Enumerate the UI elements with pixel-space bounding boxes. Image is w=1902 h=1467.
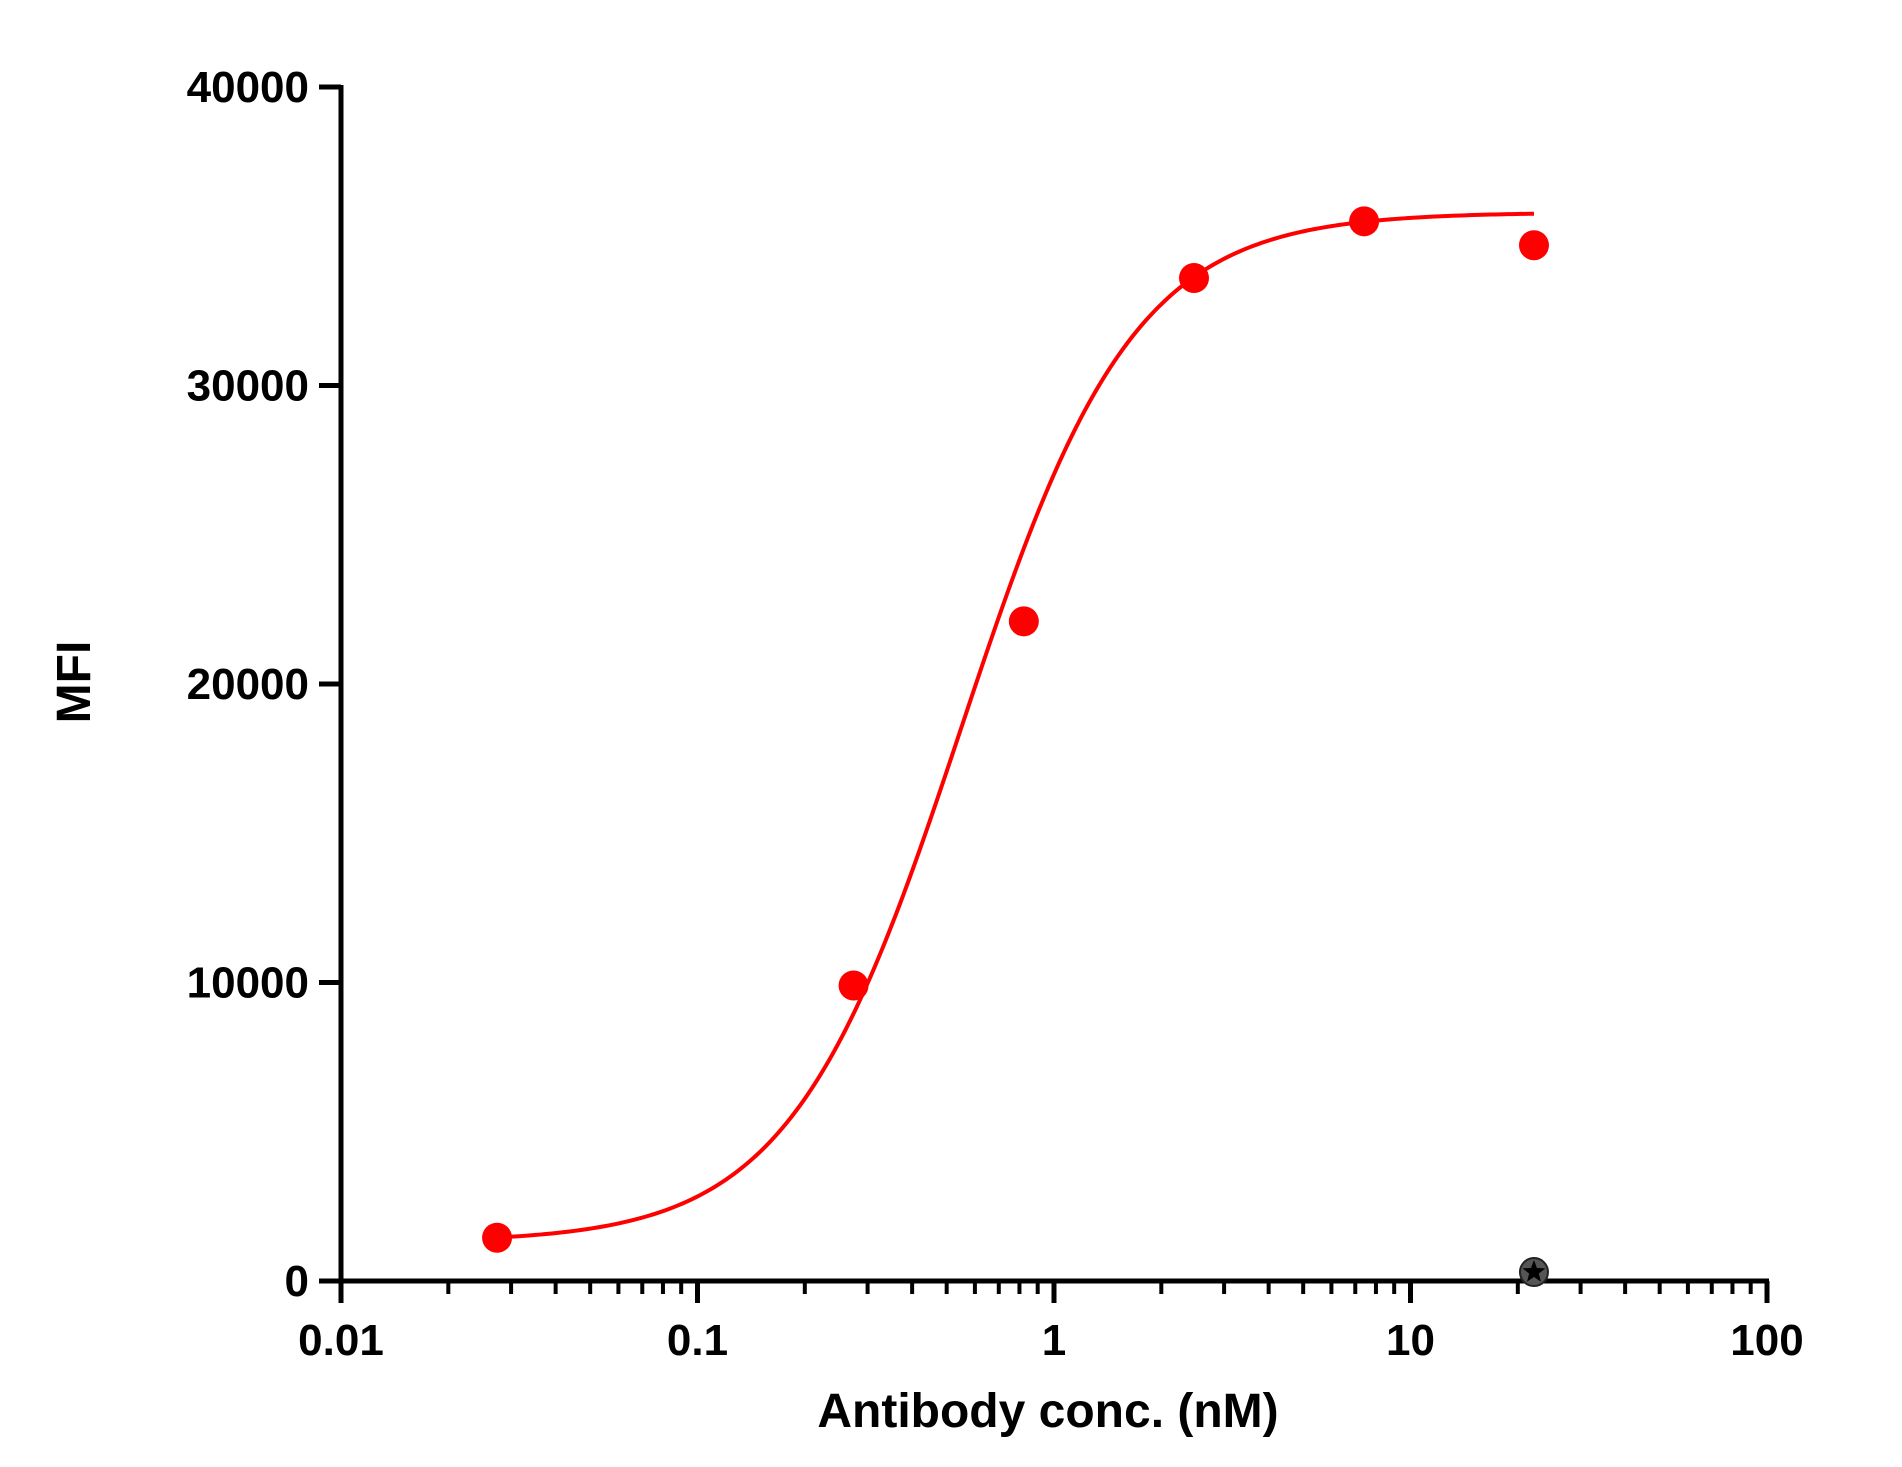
data-point [1008, 606, 1039, 637]
data-point [1178, 263, 1209, 294]
series-layer [482, 206, 1549, 1288]
x-axis-title: Antibody conc. (nM) [817, 1385, 1278, 1438]
x-major-ticks [338, 1281, 1770, 1303]
data-point-star [1522, 1260, 1546, 1282]
x-tick-labels: 0.01 0.1 1 10 100 [298, 1316, 1804, 1365]
x-tick-label: 0.1 [667, 1316, 728, 1365]
x-tick-label: 0.01 [298, 1316, 384, 1365]
y-major-ticks [319, 84, 341, 1284]
data-point [1518, 230, 1549, 261]
x-tick-label: 100 [1730, 1316, 1803, 1365]
data-point [482, 1222, 513, 1253]
y-tick-label: 0 [285, 1257, 309, 1306]
x-tick-label: 1 [1042, 1316, 1066, 1365]
y-tick-label: 20000 [187, 660, 309, 709]
y-tick-label: 40000 [187, 63, 309, 112]
y-tick-labels: 0 10000 20000 30000 40000 [187, 63, 309, 1306]
y-tick-label: 30000 [187, 362, 309, 411]
fit-curve [496, 211, 1535, 1240]
y-tick-label: 10000 [187, 959, 309, 1008]
data-point [1349, 206, 1380, 237]
x-tick-label: 10 [1386, 1316, 1435, 1365]
y-axis-title: MFI [48, 641, 101, 724]
data-point [838, 970, 869, 1001]
